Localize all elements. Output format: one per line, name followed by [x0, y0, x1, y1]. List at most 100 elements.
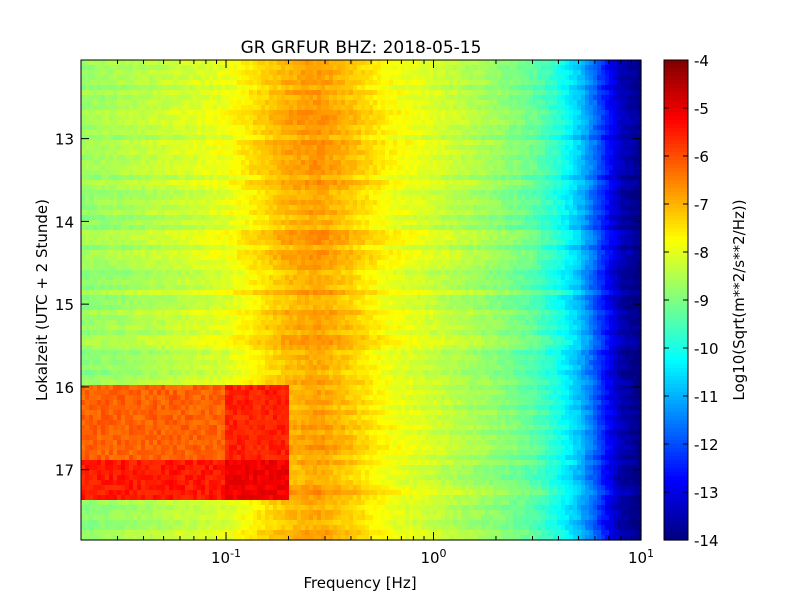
- heatmap-cell: [441, 175, 446, 181]
- heatmap-cell: [217, 95, 222, 101]
- heatmap-cell: [257, 230, 262, 236]
- heatmap-cell: [229, 125, 234, 131]
- heatmap-cell: [621, 95, 626, 101]
- heatmap-cell: [117, 85, 122, 91]
- heatmap-cell: [89, 115, 94, 121]
- heatmap-cell: [229, 190, 234, 196]
- heatmap-cell: [125, 185, 130, 191]
- heatmap-cell: [377, 180, 382, 186]
- heatmap-cell: [573, 120, 578, 126]
- heatmap-cell: [513, 155, 518, 161]
- heatmap-cell: [509, 230, 514, 236]
- heatmap-cell: [385, 190, 390, 196]
- heatmap-cell: [545, 125, 550, 131]
- heatmap-cell: [433, 215, 438, 221]
- heatmap-cell: [265, 155, 270, 161]
- heatmap-cell: [113, 235, 118, 241]
- heatmap-cell: [233, 70, 238, 76]
- heatmap-cell: [81, 160, 86, 166]
- heatmap-cell: [217, 190, 222, 196]
- heatmap-cell: [161, 120, 166, 126]
- heatmap-cell: [145, 150, 150, 156]
- heatmap-cell: [381, 145, 386, 151]
- heatmap-cell: [117, 95, 122, 101]
- heatmap-cell: [237, 160, 242, 166]
- heatmap-cell: [441, 60, 446, 66]
- heatmap-cell: [585, 165, 590, 171]
- heatmap-cell: [129, 170, 134, 176]
- heatmap-cell: [141, 235, 146, 241]
- heatmap-cell: [93, 210, 98, 216]
- heatmap-cell: [617, 125, 622, 131]
- heatmap-cell: [409, 160, 414, 166]
- heatmap-cell: [537, 170, 542, 176]
- heatmap-cell: [541, 220, 546, 226]
- heatmap-cell: [213, 65, 218, 71]
- heatmap-cell: [317, 155, 322, 161]
- heatmap-cell: [497, 80, 502, 86]
- heatmap-cell: [609, 215, 614, 221]
- heatmap-cell: [601, 115, 606, 121]
- heatmap-cell: [221, 160, 226, 166]
- heatmap-cell: [293, 155, 298, 161]
- heatmap-cell: [613, 125, 618, 131]
- heatmap-cell: [601, 90, 606, 96]
- heatmap-cell: [221, 140, 226, 146]
- heatmap-cell: [465, 175, 470, 181]
- heatmap-cell: [369, 130, 374, 136]
- heatmap-cell: [545, 75, 550, 81]
- heatmap-cell: [553, 185, 558, 191]
- heatmap-cell: [297, 110, 302, 116]
- heatmap-cell: [341, 185, 346, 191]
- heatmap-cell: [285, 100, 290, 106]
- heatmap-cell: [565, 225, 570, 231]
- heatmap-cell: [589, 180, 594, 186]
- heatmap-cell: [629, 95, 634, 101]
- heatmap-cell: [593, 220, 598, 226]
- heatmap-cell: [557, 110, 562, 116]
- heatmap-cell: [185, 225, 190, 231]
- heatmap-cell: [557, 85, 562, 91]
- heatmap-cell: [93, 120, 98, 126]
- heatmap-cell: [161, 65, 166, 71]
- heatmap-cell: [185, 230, 190, 236]
- heatmap-cell: [453, 75, 458, 81]
- heatmap-cell: [297, 80, 302, 86]
- heatmap-cell: [329, 225, 334, 231]
- heatmap-cell: [305, 205, 310, 211]
- heatmap-cell: [93, 170, 98, 176]
- heatmap-cell: [469, 60, 474, 66]
- heatmap-cell: [289, 165, 294, 171]
- heatmap-cell: [305, 145, 310, 151]
- heatmap-cell: [557, 190, 562, 196]
- heatmap-cell: [89, 210, 94, 216]
- heatmap-cell: [389, 215, 394, 221]
- heatmap-cell: [505, 145, 510, 151]
- heatmap-cell: [357, 235, 362, 241]
- heatmap-cell: [161, 115, 166, 121]
- heatmap-cell: [305, 80, 310, 86]
- heatmap-cell: [401, 145, 406, 151]
- heatmap-cell: [201, 215, 206, 221]
- heatmap-cell: [597, 205, 602, 211]
- heatmap-cell: [337, 140, 342, 146]
- heatmap-cell: [581, 210, 586, 216]
- heatmap-cell: [269, 100, 274, 106]
- heatmap-cell: [285, 65, 290, 71]
- heatmap-cell: [581, 85, 586, 91]
- heatmap-cell: [477, 160, 482, 166]
- heatmap-cell: [441, 85, 446, 91]
- heatmap-cell: [101, 140, 106, 146]
- heatmap-cell: [285, 175, 290, 181]
- heatmap-cell: [353, 160, 358, 166]
- heatmap-cell: [205, 205, 210, 211]
- heatmap-cell: [353, 165, 358, 171]
- heatmap-cell: [505, 115, 510, 121]
- heatmap-cell: [337, 160, 342, 166]
- heatmap-cell: [189, 75, 194, 81]
- heatmap-cell: [133, 135, 138, 141]
- heatmap-cell: [621, 125, 626, 131]
- heatmap-cell: [205, 80, 210, 86]
- heatmap-cell: [489, 175, 494, 181]
- heatmap-cell: [581, 220, 586, 226]
